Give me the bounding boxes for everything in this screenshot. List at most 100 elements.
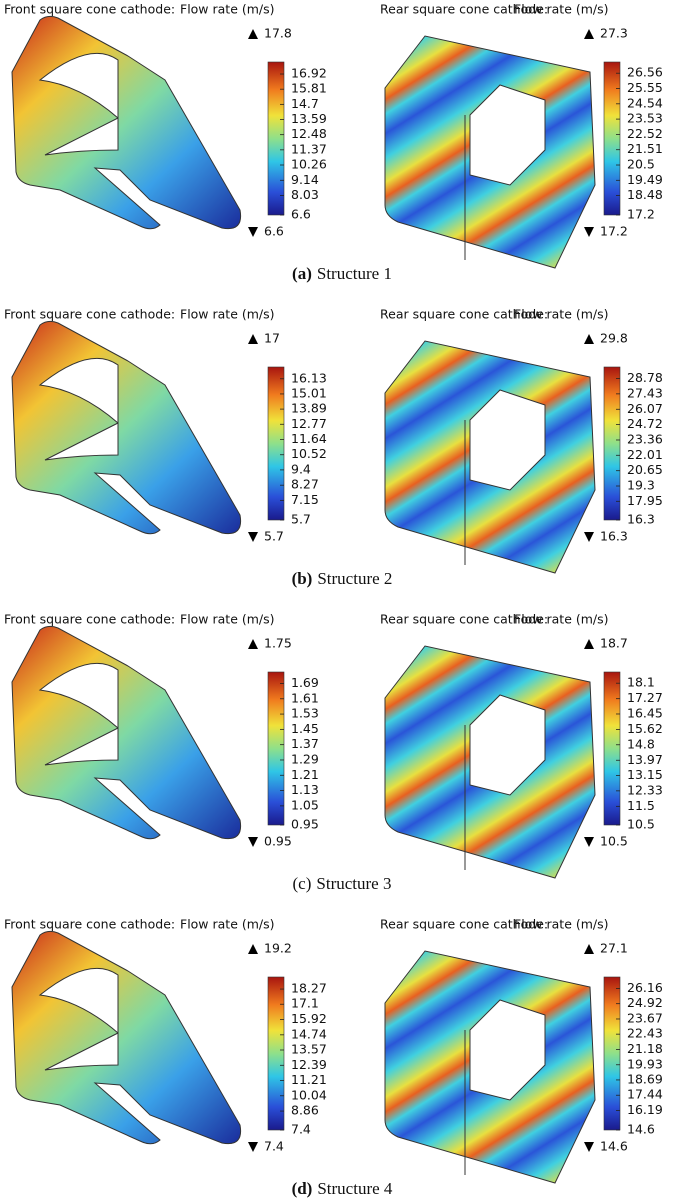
colorbar-tick-label: 8.86	[291, 1103, 319, 1118]
plot-title: Rear square cone cathode:	[380, 307, 548, 322]
colorbar-tick-label: 1.21	[291, 767, 319, 782]
colorbar-tick-label: 9.14	[291, 172, 319, 187]
caption-text: Structure 4	[317, 1179, 393, 1198]
colorbar-tick-label: 10.26	[291, 157, 327, 172]
min-marker	[584, 1142, 594, 1152]
plot-title: Front square cone cathode:	[4, 2, 175, 17]
colorbar-tick-label: 20.65	[627, 462, 663, 477]
caption: (a) Structure 1	[292, 264, 392, 283]
colorbar-tick-label: 11.37	[291, 141, 327, 156]
colorbar-tick-label: 26.56	[627, 65, 663, 80]
colorbar-tick-label: 25.55	[627, 80, 663, 95]
max-label: 17	[264, 331, 280, 346]
colorbar-tick-label: 15.81	[291, 81, 327, 96]
colorbar-tick-label: 23.36	[627, 431, 663, 446]
colorbar-tick-label: 13.57	[291, 1041, 327, 1056]
panel: Front square cone cathode: Flow rate (m/s…	[4, 917, 663, 1198]
colorbar-tick-label: 17.95	[627, 493, 663, 508]
min-marker	[584, 837, 594, 847]
colorbar-tick-label: 13.89	[291, 401, 327, 416]
max-label: 27.1	[600, 941, 628, 956]
colorbar	[267, 976, 285, 1131]
cathode-hole	[38, 967, 119, 1035]
colorbar-tick-label: 19.93	[627, 1056, 663, 1071]
min-label: 10.5	[600, 834, 628, 849]
min-label: 14.6	[600, 1139, 628, 1154]
max-label: 19.2	[264, 941, 292, 956]
colorbar-tick-label: 17.2	[627, 207, 655, 222]
quantity-label: Flow rate (m/s)	[514, 307, 609, 322]
colorbar-tick-label: 18.1	[627, 675, 655, 690]
front-cathode	[11, 320, 242, 535]
colorbar-tick-label: 24.72	[627, 416, 663, 431]
max-marker	[584, 29, 594, 39]
min-marker	[584, 227, 594, 237]
caption-label: (c)	[293, 874, 312, 893]
colorbar-tick-label: 8.27	[291, 477, 319, 492]
colorbar-tick-label: 1.45	[291, 721, 319, 736]
colorbar-tick-label: 26.07	[627, 401, 663, 416]
colorbar-tick-label: 16.3	[627, 512, 655, 527]
cathode-hole	[44, 117, 119, 156]
colorbar-tick-label: 5.7	[291, 512, 311, 527]
colorbar	[267, 671, 285, 826]
colorbar-tick-label: 10.52	[291, 446, 327, 461]
colorbar	[267, 61, 285, 216]
colorbar-tick-label: 19.3	[627, 478, 655, 493]
colorbar-tick-label: 11.21	[291, 1072, 327, 1087]
quantity-label: Flow rate (m/s)	[180, 307, 275, 322]
caption-label: (a)	[292, 264, 312, 283]
colorbar-tick-label: 21.18	[627, 1041, 663, 1056]
plot-title: Rear square cone cathode:	[380, 917, 548, 932]
plot-title: Front square cone cathode:	[4, 612, 175, 627]
colorbar-tick-label: 22.01	[627, 447, 663, 462]
colorbar-tick-label: 1.37	[291, 736, 319, 751]
front-cathode	[11, 930, 242, 1145]
caption: (c) Structure 3	[293, 874, 392, 893]
plot-title: Rear square cone cathode:	[380, 2, 548, 17]
max-label: 17.8	[264, 26, 292, 41]
max-label: 1.75	[264, 636, 292, 651]
min-label: 5.7	[264, 529, 284, 544]
colorbar-tick-label: 15.62	[627, 721, 663, 736]
colorbar-tick-label: 0.95	[291, 817, 319, 832]
max-marker	[248, 29, 258, 39]
colorbar-tick-label: 14.8	[627, 736, 655, 751]
quantity-label: Flow rate (m/s)	[180, 612, 275, 627]
cathode-hole	[38, 52, 119, 120]
max-marker	[248, 334, 258, 344]
caption: (d) Structure 4	[292, 1179, 393, 1198]
caption-label: (d)	[292, 1179, 313, 1198]
colorbar-tick-label: 17.44	[627, 1087, 663, 1102]
colorbar	[603, 61, 621, 216]
quantity-label: Flow rate (m/s)	[514, 2, 609, 17]
colorbar-tick-label: 10.04	[291, 1087, 327, 1102]
cathode-hole	[469, 84, 546, 186]
colorbar-tick-label: 21.51	[627, 141, 663, 156]
colorbar-tick-label: 27.43	[627, 385, 663, 400]
cathode-hole	[44, 727, 119, 766]
colorbar-tick-label: 1.13	[291, 782, 319, 797]
min-marker	[248, 1142, 258, 1152]
colorbar-tick-label: 6.6	[291, 207, 311, 222]
min-label: 7.4	[264, 1139, 284, 1154]
colorbar-tick-label: 13.15	[627, 767, 663, 782]
colorbar-tick-label: 15.01	[291, 385, 327, 400]
min-marker	[584, 532, 594, 542]
colorbar	[267, 366, 285, 521]
colorbar-tick-label: 1.29	[291, 751, 319, 766]
colorbar-tick-label: 1.05	[291, 797, 319, 812]
front-cathode	[11, 625, 242, 840]
plot-title: Front square cone cathode:	[4, 307, 175, 322]
colorbar-tick-label: 16.45	[627, 705, 663, 720]
panel: Front square cone cathode: Flow rate (m/s…	[4, 612, 663, 893]
colorbar-tick-label: 19.49	[627, 172, 663, 187]
caption-text: Structure 2	[317, 569, 392, 588]
min-label: 0.95	[264, 834, 292, 849]
colorbar-tick-label: 22.43	[627, 1026, 663, 1041]
quantity-label: Flow rate (m/s)	[180, 2, 275, 17]
colorbar-tick-label: 1.69	[291, 675, 319, 690]
colorbar-tick-label: 14.6	[627, 1122, 655, 1137]
colorbar-tick-label: 20.5	[627, 157, 655, 172]
